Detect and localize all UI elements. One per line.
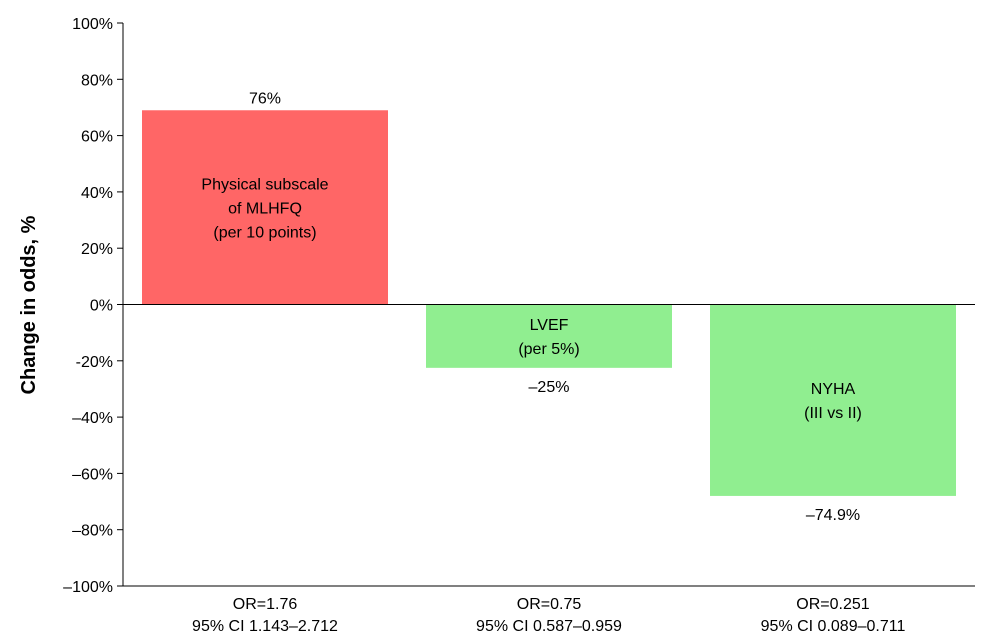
bar-value-label: 76%: [249, 90, 281, 107]
y-tick-label: 60%: [81, 129, 113, 146]
bar-inner-label: of MLHFQ: [228, 200, 302, 217]
bars-group: 76% Physical subscale of MLHFQ (per 10 poin…: [142, 90, 956, 524]
y-tick-label: 0%: [90, 298, 113, 315]
y-tick-label: –80%: [72, 523, 113, 540]
bar: [710, 304, 956, 496]
bar-inner-label: (per 10 points): [213, 224, 316, 241]
x-category-ci-label: 95% CI 0.587–0.959: [476, 618, 622, 635]
y-tick-label: 100%: [72, 16, 113, 33]
y-tick-label: -20%: [76, 354, 113, 371]
bar-value-label: –25%: [529, 379, 570, 396]
x-category-label: OR=1.76: [233, 596, 298, 613]
bar-inner-label: (III vs II): [804, 405, 862, 422]
category-labels: OR=1.76 95% CI 1.143–2.712 OR=0.75 95% CI 0…: [192, 596, 905, 635]
y-axis: 100% 80% 60% 40% 20% 0% -20% –40% –60% –80% –100%: [63, 16, 123, 596]
bar-inner-label: NYHA: [811, 381, 856, 398]
bar-inner-label: Physical subscale: [201, 176, 328, 193]
axes-lines: [122, 23, 975, 587]
y-tick-label: –60%: [72, 466, 113, 483]
x-category-ci-label: 95% CI 0.089–0.711: [761, 618, 906, 635]
bar-inner-label: LVEF: [530, 317, 569, 334]
x-category-label: OR=0.251: [796, 596, 869, 613]
bar-inner-label: (per 5%): [518, 341, 579, 358]
bar-value-label: –74.9%: [806, 507, 860, 524]
y-axis-title: Change in odds, %: [18, 215, 40, 394]
bar: [426, 304, 672, 368]
bar: [142, 110, 388, 305]
x-category-ci-label: 95% CI 1.143–2.712: [192, 618, 338, 635]
y-tick-label: 20%: [81, 241, 113, 258]
x-category-label: OR=0.75: [517, 596, 582, 613]
y-tick-label: –100%: [63, 579, 113, 596]
y-tick-label: –40%: [72, 410, 113, 427]
y-tick-label: 80%: [81, 72, 113, 89]
y-tick-label: 40%: [81, 185, 113, 202]
